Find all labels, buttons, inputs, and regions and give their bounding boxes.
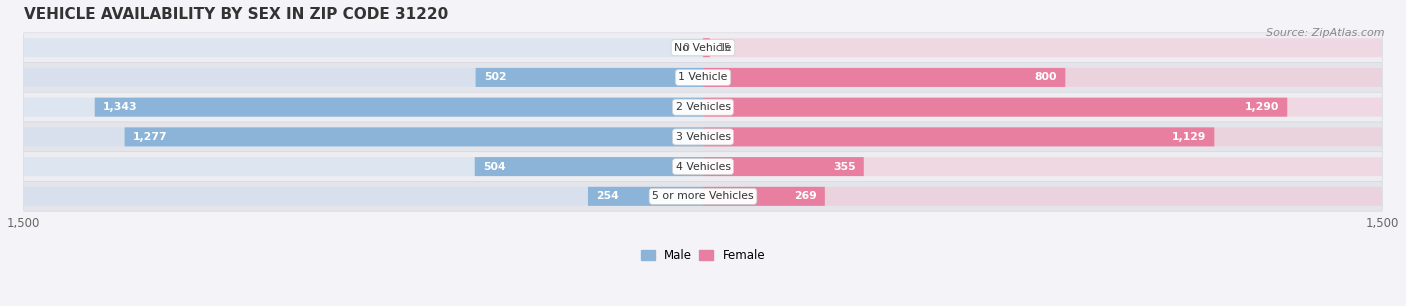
- Text: 504: 504: [482, 162, 506, 172]
- FancyBboxPatch shape: [703, 127, 1215, 146]
- FancyBboxPatch shape: [588, 187, 703, 206]
- Text: No Vehicle: No Vehicle: [675, 43, 731, 53]
- FancyBboxPatch shape: [475, 68, 703, 87]
- FancyBboxPatch shape: [24, 62, 1382, 92]
- Text: 269: 269: [794, 191, 817, 201]
- Text: 355: 355: [832, 162, 856, 172]
- FancyBboxPatch shape: [703, 187, 1382, 206]
- Text: 1,290: 1,290: [1244, 102, 1279, 112]
- Text: 1,129: 1,129: [1171, 132, 1206, 142]
- Text: 1,343: 1,343: [103, 102, 138, 112]
- FancyBboxPatch shape: [703, 38, 1382, 57]
- FancyBboxPatch shape: [703, 157, 1382, 176]
- Text: 4 Vehicles: 4 Vehicles: [675, 162, 731, 172]
- FancyBboxPatch shape: [125, 127, 703, 146]
- Text: 5 or more Vehicles: 5 or more Vehicles: [652, 191, 754, 201]
- FancyBboxPatch shape: [703, 187, 825, 206]
- FancyBboxPatch shape: [24, 157, 703, 176]
- FancyBboxPatch shape: [24, 68, 703, 87]
- FancyBboxPatch shape: [475, 157, 703, 176]
- Text: 2 Vehicles: 2 Vehicles: [675, 102, 731, 112]
- FancyBboxPatch shape: [94, 98, 703, 117]
- FancyBboxPatch shape: [24, 92, 1382, 122]
- FancyBboxPatch shape: [703, 38, 710, 57]
- FancyBboxPatch shape: [703, 68, 1382, 87]
- FancyBboxPatch shape: [703, 127, 1382, 146]
- FancyBboxPatch shape: [24, 127, 703, 146]
- FancyBboxPatch shape: [24, 33, 1382, 62]
- FancyBboxPatch shape: [703, 68, 1066, 87]
- Text: 15: 15: [718, 43, 731, 53]
- Text: 0: 0: [682, 43, 689, 53]
- Text: 3 Vehicles: 3 Vehicles: [675, 132, 731, 142]
- Text: 1,277: 1,277: [132, 132, 167, 142]
- FancyBboxPatch shape: [24, 98, 703, 117]
- FancyBboxPatch shape: [24, 152, 1382, 181]
- FancyBboxPatch shape: [24, 181, 1382, 211]
- Text: 254: 254: [596, 191, 619, 201]
- FancyBboxPatch shape: [703, 98, 1288, 117]
- Text: 800: 800: [1035, 73, 1057, 82]
- FancyBboxPatch shape: [703, 157, 863, 176]
- Text: 502: 502: [484, 73, 506, 82]
- FancyBboxPatch shape: [24, 122, 1382, 152]
- Legend: Male, Female: Male, Female: [641, 249, 765, 262]
- Text: 1 Vehicle: 1 Vehicle: [678, 73, 728, 82]
- FancyBboxPatch shape: [24, 187, 703, 206]
- Text: VEHICLE AVAILABILITY BY SEX IN ZIP CODE 31220: VEHICLE AVAILABILITY BY SEX IN ZIP CODE …: [24, 7, 449, 22]
- Text: Source: ZipAtlas.com: Source: ZipAtlas.com: [1267, 28, 1385, 38]
- FancyBboxPatch shape: [24, 38, 703, 57]
- FancyBboxPatch shape: [703, 98, 1382, 117]
